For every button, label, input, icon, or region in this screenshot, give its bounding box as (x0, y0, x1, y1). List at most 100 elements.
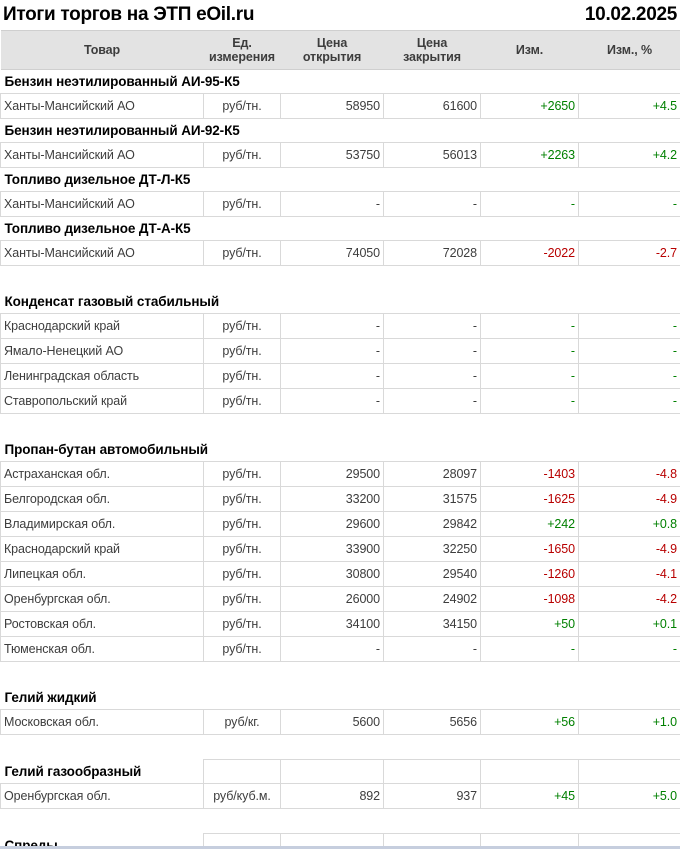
close-price-cell: - (383, 363, 481, 389)
unit-cell: руб/тн. (203, 93, 281, 119)
open-price-cell: - (280, 363, 384, 389)
open-price-cell: 33900 (280, 536, 384, 562)
change-pct-cell: +5.0 (578, 783, 680, 809)
open-price-cell: - (280, 388, 384, 414)
column-header: Цена закрытия (383, 30, 481, 70)
section-row: Спреды (0, 833, 680, 846)
close-price-cell: - (383, 313, 481, 339)
change-pct-cell: -4.8 (578, 461, 680, 487)
product-cell: Ханты-Мансийский АО (0, 240, 204, 266)
section-label: Пропан-бутан автомобильный (4, 442, 209, 457)
section-label: Конденсат газовый стабильный (4, 294, 220, 309)
section-empty-cell (203, 833, 281, 846)
table-row: Ямало-Ненецкий АО руб/тн. - - - - (0, 338, 680, 364)
change-pct-cell: - (578, 363, 680, 389)
change-cell: -2022 (480, 240, 579, 266)
gap-cell (1, 662, 680, 687)
section-row: Гелий жидкий (1, 686, 680, 710)
close-price-cell: - (383, 191, 481, 217)
section-row: Топливо дизельное ДТ-Л-К5 (1, 168, 680, 192)
unit-cell: руб/тн. (203, 191, 281, 217)
product-cell: Краснодарский край (0, 313, 204, 339)
gap-row (1, 662, 680, 687)
product-cell: Астраханская обл. (0, 461, 204, 487)
open-price-cell: 29600 (280, 511, 384, 537)
change-cell: -1098 (480, 586, 579, 612)
change-cell: - (480, 313, 579, 339)
unit-cell: руб/тн. (203, 313, 281, 339)
section-empty-cell (578, 759, 680, 784)
unit-cell: руб/тн. (203, 486, 281, 512)
section-empty-cell (383, 759, 481, 784)
product-cell: Московская обл. (0, 709, 204, 735)
product-cell: Краснодарский край (0, 536, 204, 562)
section-label: Спреды (0, 833, 204, 846)
unit-cell: руб/тн. (203, 536, 281, 562)
column-header: Изм., % (578, 30, 680, 70)
close-price-cell: 29842 (383, 511, 481, 537)
change-cell: +50 (480, 611, 579, 637)
section-row: Пропан-бутан автомобильный (1, 438, 680, 462)
change-cell: -1625 (480, 486, 579, 512)
change-cell: - (480, 191, 579, 217)
table-row: Оренбургская обл. руб/куб.м. 892 937 +45 +5.0 (0, 783, 680, 809)
close-price-cell: 28097 (383, 461, 481, 487)
section-row: Гелий газообразный (0, 759, 680, 784)
close-price-cell: - (383, 338, 481, 364)
change-cell: -1650 (480, 536, 579, 562)
product-cell: Ленинградская область (0, 363, 204, 389)
change-pct-cell: - (578, 313, 680, 339)
gap-cell (1, 414, 680, 439)
change-pct-cell: +4.2 (578, 142, 680, 168)
section-label: Топливо дизельное ДТ-А-К5 (4, 221, 191, 236)
section-row: Конденсат газовый стабильный (1, 290, 680, 314)
unit-cell: руб/тн. (203, 338, 281, 364)
unit-cell: руб/кг. (203, 709, 281, 735)
change-cell: +45 (480, 783, 579, 809)
change-pct-cell: -4.9 (578, 536, 680, 562)
table-row: Ленинградская область руб/тн. - - - - (0, 363, 680, 389)
unit-cell: руб/тн. (203, 511, 281, 537)
open-price-cell: 58950 (280, 93, 384, 119)
section-empty-cell (578, 833, 680, 846)
table-row: Оренбургская обл. руб/тн. 26000 24902 -1098-… (0, 586, 680, 612)
page-title: Итоги торгов на ЭТП eOil.ru (3, 4, 255, 25)
column-header: Товар (0, 30, 204, 70)
column-header: Цена открытия (280, 30, 384, 70)
change-cell: +2650 (480, 93, 579, 119)
unit-cell: руб/тн. (203, 561, 281, 587)
table-row: Ханты-Мансийский АО руб/тн. - - - - (0, 191, 680, 217)
change-cell: - (480, 363, 579, 389)
unit-cell: руб/тн. (203, 363, 281, 389)
unit-cell: руб/тн. (203, 142, 281, 168)
unit-cell: руб/тн. (203, 461, 281, 487)
table-row: Владимирская обл. руб/тн. 29600 29842 +242 +0… (0, 511, 680, 537)
product-cell: Оренбургская обл. (0, 586, 204, 612)
section-empty-cell (280, 759, 384, 784)
gap-row (1, 266, 680, 291)
open-price-cell: 30800 (280, 561, 384, 587)
gap-cell (1, 809, 680, 834)
open-price-cell: - (280, 636, 384, 662)
product-cell: Ханты-Мансийский АО (0, 142, 204, 168)
unit-cell: руб/куб.м. (203, 783, 281, 809)
table-row: Ростовская обл. руб/тн. 34100 34150 +50 +0.1 (0, 611, 680, 637)
unit-cell: руб/тн. (203, 611, 281, 637)
table-row: Тюменская обл. руб/тн. - - - - (0, 636, 680, 662)
change-cell: - (480, 388, 579, 414)
open-price-cell: 33200 (280, 486, 384, 512)
gap-cell (1, 735, 680, 760)
product-cell: Владимирская обл. (0, 511, 204, 537)
unit-cell: руб/тн. (203, 636, 281, 662)
change-pct-cell: -4.2 (578, 586, 680, 612)
change-cell: +56 (480, 709, 579, 735)
close-price-cell: 56013 (383, 142, 481, 168)
title-bar: Итоги торгов на ЭТП eOil.ru 10.02.2025 (0, 0, 680, 30)
open-price-cell: 29500 (280, 461, 384, 487)
close-price-cell: - (383, 388, 481, 414)
column-header: Изм. (480, 30, 579, 70)
close-price-cell: 937 (383, 783, 481, 809)
close-price-cell: - (383, 636, 481, 662)
open-price-cell: 74050 (280, 240, 384, 266)
